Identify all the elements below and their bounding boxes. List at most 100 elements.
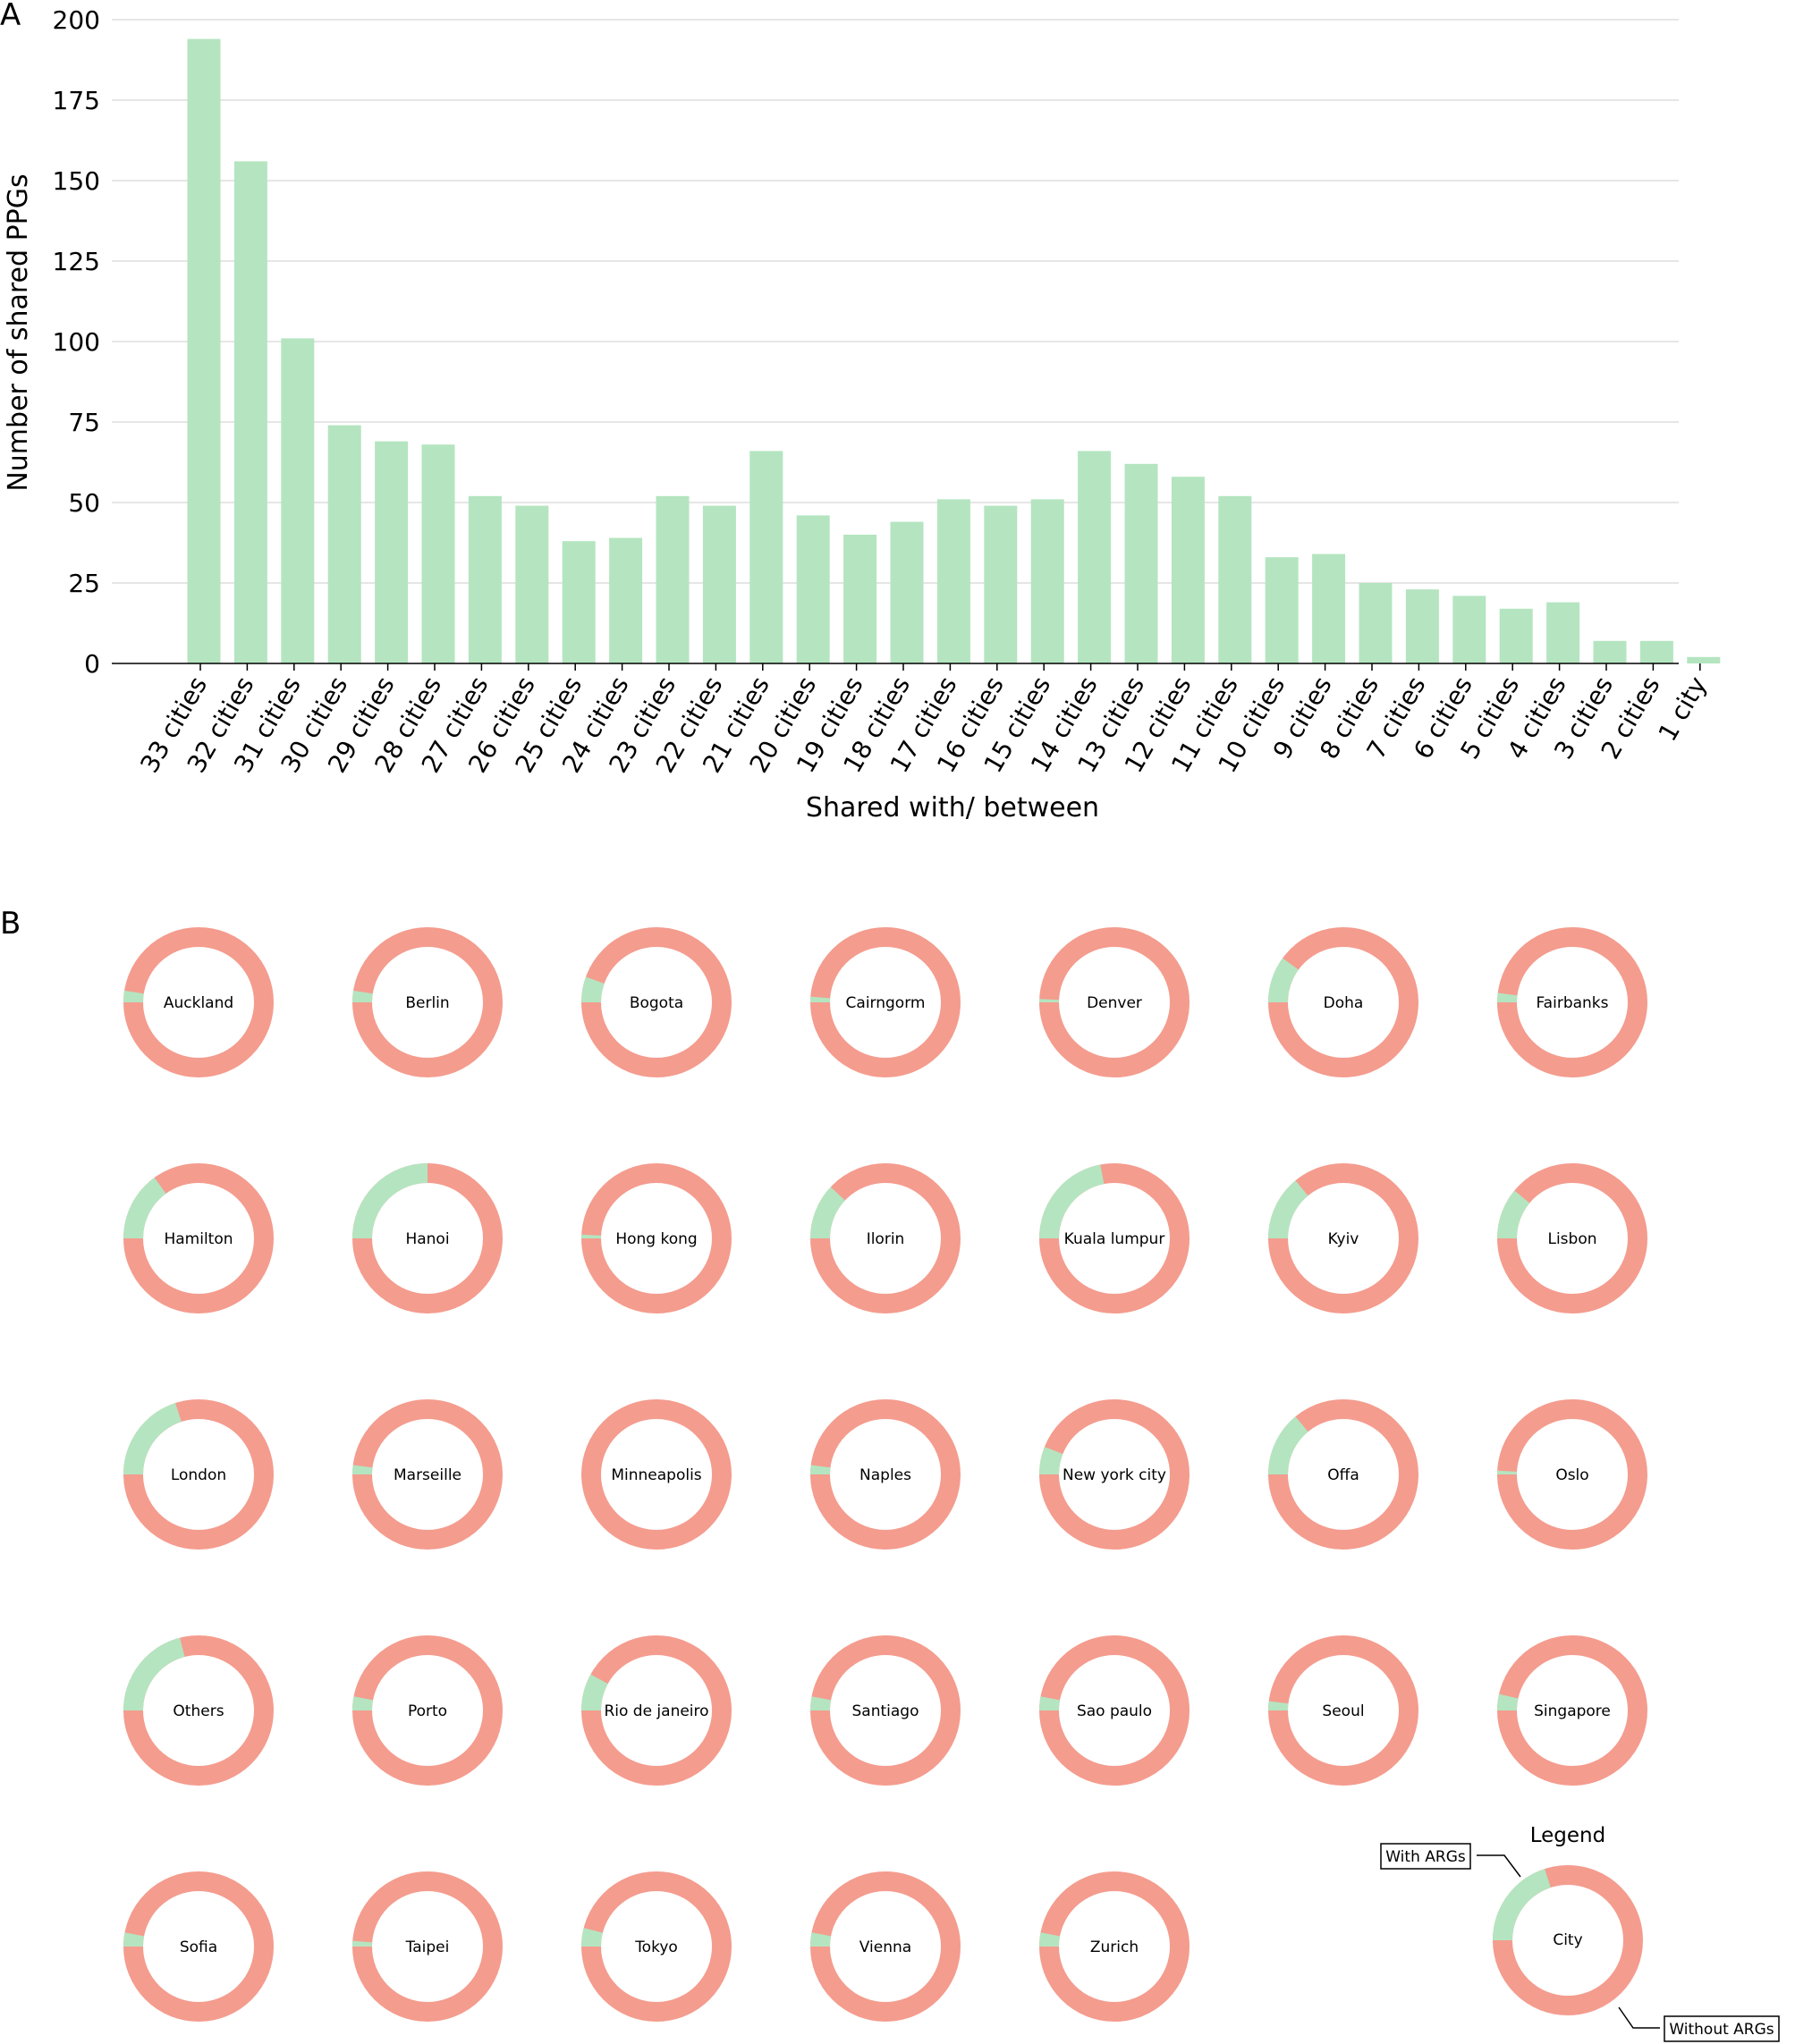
bar (1687, 656, 1721, 663)
with-args-segment (1268, 1701, 1289, 1711)
panel-b-label: B (0, 906, 21, 942)
y-tick-label: 125 (53, 247, 100, 276)
bar (702, 505, 736, 663)
bar (1265, 557, 1299, 663)
city-label: Hanoi (405, 1230, 449, 1248)
city-label: Singapore (1534, 1702, 1611, 1720)
city-donut: Sao paulo (1038, 1635, 1190, 1786)
city-donut: Fairbanks (1497, 927, 1647, 1077)
x-axis-label: Shared with/ between (806, 792, 1099, 824)
bar (796, 515, 830, 663)
city-label: Lisbon (1547, 1230, 1596, 1248)
city-label: Oslo (1555, 1466, 1588, 1484)
legend-without-label: Without ARGs (1669, 2021, 1774, 2039)
y-tick-label: 75 (68, 408, 100, 437)
city-label: London (171, 1466, 226, 1484)
with-args-segment (1039, 1164, 1105, 1239)
city-label: Bogota (630, 994, 683, 1012)
bar (515, 505, 549, 663)
bar (1546, 602, 1580, 663)
with-args-segment (1038, 1932, 1061, 1947)
bar (1405, 589, 1439, 663)
city-label: Zurich (1090, 1938, 1139, 1956)
city-donut: Denver (1038, 927, 1190, 1077)
with-args-segment (123, 1932, 145, 1947)
city-label: Vienna (859, 1938, 911, 1956)
with-args-segment (1268, 958, 1300, 1003)
city-donut: Marseille (352, 1399, 503, 1550)
city-label: Rio de janeiro (604, 1702, 708, 1720)
city-label: Sofia (180, 1938, 217, 1956)
city-donut: London (123, 1399, 274, 1550)
with-args-segment (352, 1465, 373, 1475)
with-args-segment (1038, 1696, 1061, 1711)
y-axis-label: Number of shared PPGs (3, 173, 34, 491)
bar (375, 441, 409, 663)
city-label: Berlin (405, 994, 449, 1012)
city-label: Santiago (852, 1702, 919, 1720)
bar (187, 38, 221, 664)
city-label: Sao paulo (1077, 1702, 1152, 1720)
city-donut: Berlin (352, 927, 503, 1077)
bar (421, 444, 455, 663)
city-donut: Bogota (581, 927, 732, 1077)
bar (1359, 583, 1393, 663)
with-args-segment (1497, 1190, 1530, 1239)
city-label: Cairngorm (846, 994, 926, 1012)
bar (1312, 553, 1346, 663)
with-args-segment (810, 1932, 832, 1947)
with-args-segment (1493, 1869, 1552, 1941)
with-args-segment (123, 1178, 166, 1239)
bar (1499, 608, 1533, 663)
with-args-segment (1268, 1416, 1308, 1475)
city-label: Fairbanks (1536, 994, 1608, 1012)
bar (233, 161, 267, 663)
city-donut: Zurich (1038, 1871, 1190, 2022)
legend-title: Legend (1530, 1824, 1606, 1847)
city-label: Seoul (1322, 1702, 1364, 1720)
city-label: Naples (859, 1466, 911, 1484)
city-donut: Rio de janeiro (581, 1635, 732, 1786)
with-args-segment (352, 1696, 374, 1711)
bars (187, 38, 1721, 664)
with-args-segment (123, 1637, 185, 1711)
city-label: Ilorin (867, 1230, 905, 1248)
bar (609, 537, 643, 663)
legend-with-box (1380, 1843, 1471, 1870)
city-label: Hong kong (615, 1230, 697, 1248)
y-tick-label: 25 (68, 569, 100, 598)
city-donut: Taipei (351, 1871, 503, 2022)
bar (1593, 640, 1627, 663)
with-args-segment (581, 1928, 604, 1947)
legend-with-label: With ARGs (1385, 1848, 1466, 1866)
city-label: Auckland (164, 994, 233, 1012)
y-tick-label: 150 (53, 166, 100, 196)
city-label: Denver (1087, 994, 1142, 1012)
city-label: Kuala lumpur (1064, 1230, 1165, 1248)
city-label: Kyiv (1328, 1230, 1359, 1248)
city-label: Offa (1327, 1466, 1359, 1484)
city-donut: Kyiv (1268, 1163, 1418, 1313)
with-args-segment (123, 990, 144, 1003)
bar (843, 535, 877, 663)
y-tick-label: 200 (53, 5, 100, 35)
bar (1171, 477, 1205, 663)
bar (749, 451, 783, 663)
city-donut: Naples (810, 1399, 961, 1550)
city-donut: Sofia (123, 1871, 274, 2022)
legend: Legend City With ARGs Without ARGs (1380, 1824, 1780, 2042)
bar (890, 521, 924, 663)
without-args-segment (581, 1399, 732, 1550)
city-donut: Oslo (1496, 1399, 1647, 1550)
city-donut: Others (123, 1635, 274, 1786)
city-donut: Tokyo (581, 1871, 732, 2022)
bar (468, 495, 502, 663)
bar (562, 541, 596, 663)
city-donut: Minneapolis (581, 1399, 732, 1550)
city-label: Doha (1324, 994, 1364, 1012)
with-args-segment (1268, 1180, 1308, 1239)
bar (281, 338, 315, 663)
city-donut: Doha (1268, 927, 1418, 1077)
